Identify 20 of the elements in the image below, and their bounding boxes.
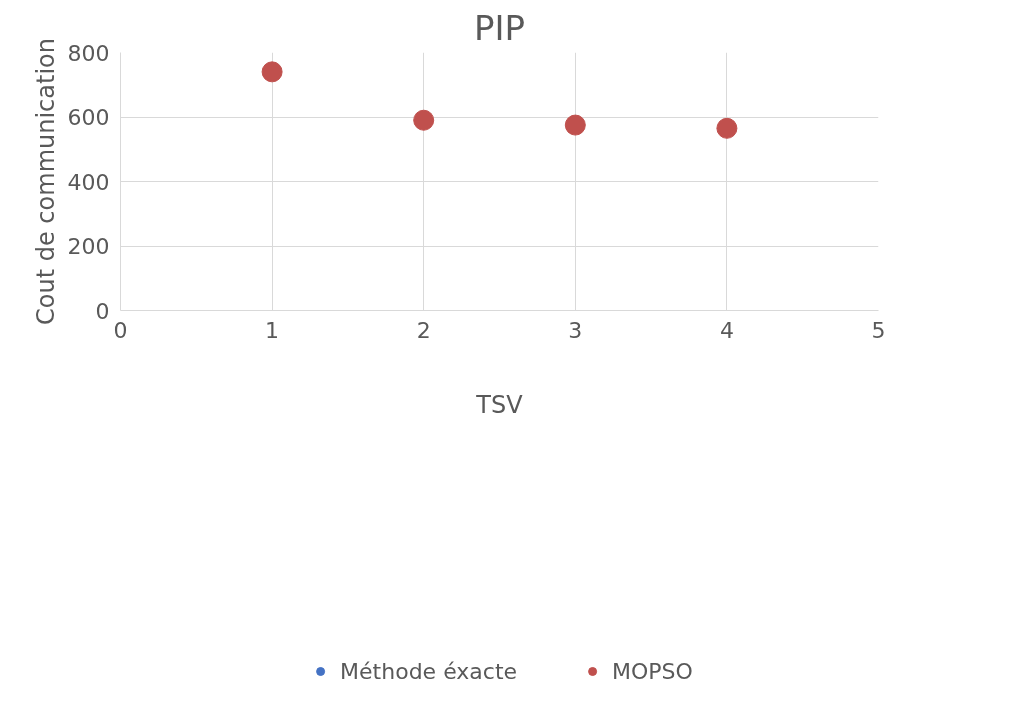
point — [564, 114, 586, 136]
y-tick-label: 200 — [67, 234, 110, 259]
legend-label: Méthode éxacte — [340, 658, 518, 684]
x-tick-label: 5 — [871, 317, 886, 343]
point — [413, 109, 435, 131]
x-tick-label: 4 — [719, 317, 734, 343]
point — [261, 61, 283, 83]
y-tick-label: 400 — [67, 169, 110, 195]
x-tick-label: 2 — [416, 317, 431, 343]
x-axis-title: TSV — [475, 390, 524, 419]
legend-label: MOPSO — [612, 658, 693, 684]
y-tick-label: 800 — [67, 40, 110, 66]
x-tick-label: 1 — [265, 317, 280, 343]
chart-title: PIP — [473, 7, 526, 48]
x-tick-label: 0 — [113, 317, 128, 343]
point — [716, 117, 738, 139]
y-tick-label: 0 — [95, 298, 110, 324]
x-tick-label: 3 — [568, 317, 583, 343]
y-axis-title: Cout de communication — [31, 38, 60, 325]
y-tick-label: 600 — [67, 105, 110, 130]
